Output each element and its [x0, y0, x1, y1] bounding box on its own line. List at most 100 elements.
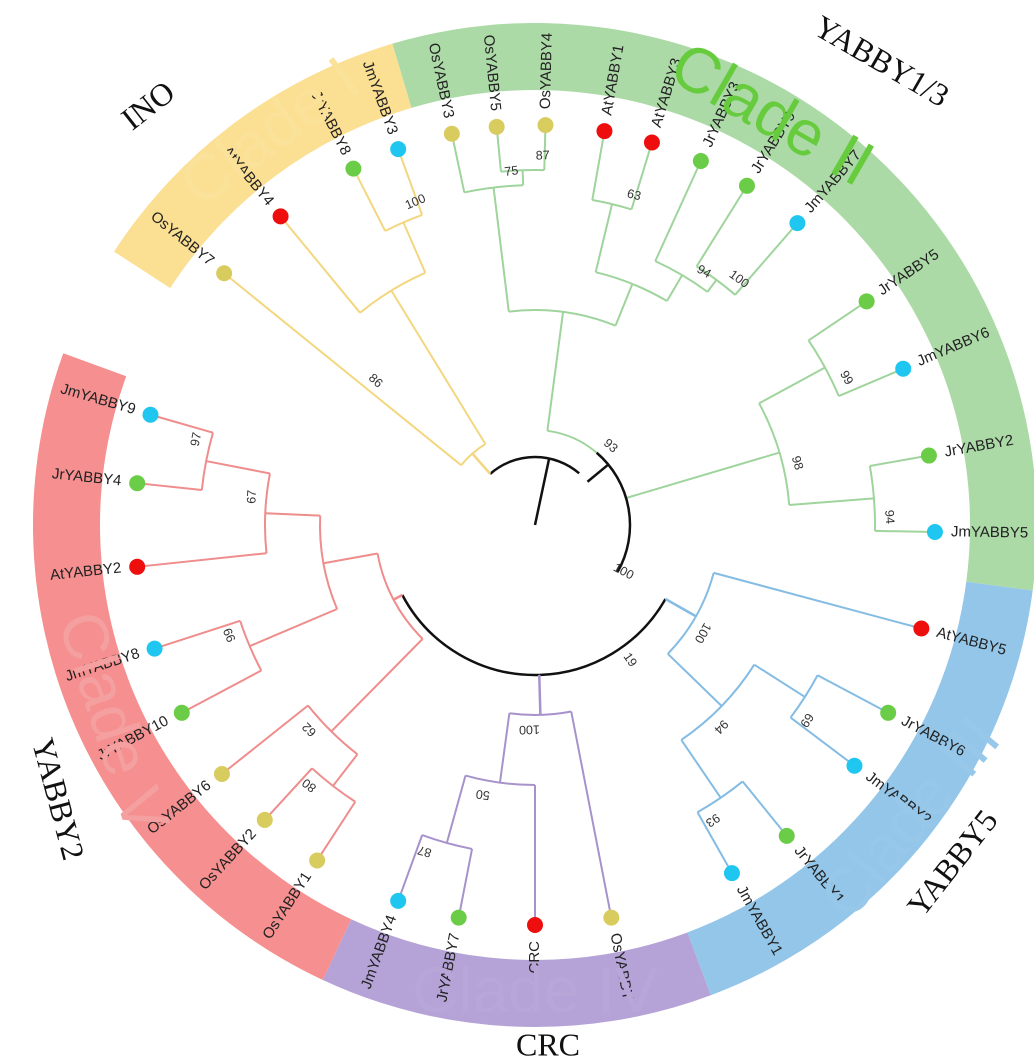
species-dot-jmyabby3: [390, 141, 407, 158]
branch: [874, 529, 935, 533]
species-dot-crc: [527, 917, 543, 933]
branch-arc: [654, 260, 709, 293]
leaf-label: JmYABBY5: [951, 523, 1029, 541]
branch: [221, 704, 309, 775]
branch: [680, 739, 722, 799]
clade-band-v: [32, 353, 352, 980]
branch: [546, 311, 565, 431]
branch: [316, 801, 357, 862]
branch: [154, 619, 241, 650]
species-dot-osyabby1: [309, 852, 326, 869]
branch-arc: [264, 473, 271, 554]
branch: [205, 460, 271, 475]
root-to-clade-iv: [538, 674, 542, 715]
branch: [402, 221, 427, 274]
species-dot-osyabby3: [443, 125, 460, 142]
root-to-clade-v: [392, 593, 403, 601]
species-dot-osyabby7: [216, 265, 233, 282]
branch: [753, 663, 806, 698]
bootstrap-label: 62: [299, 720, 319, 740]
family-label-v: YABBY2: [25, 734, 92, 864]
branch: [706, 279, 718, 293]
clade-band-iii: [687, 581, 1033, 996]
branch: [521, 170, 525, 186]
branch: [713, 571, 922, 630]
root-to-clade-i: [471, 452, 492, 475]
branch: [696, 811, 733, 874]
branch: [492, 187, 510, 312]
branch: [789, 716, 856, 767]
clade-label-iv: Clade IV: [412, 954, 658, 1026]
branch: [741, 780, 788, 837]
bootstrap-label: 67: [244, 489, 259, 504]
bootstrap-label: 80: [299, 776, 319, 796]
branch-arc: [868, 465, 876, 531]
branch: [570, 711, 613, 918]
branch: [838, 367, 904, 397]
family-label-ii: YABBY1/3: [808, 8, 955, 114]
root-arc-inner: [489, 455, 580, 475]
species-dot-jryabby5: [858, 293, 875, 310]
species-dot-atyabby2: [129, 558, 146, 575]
branch: [265, 512, 321, 517]
branch: [591, 130, 606, 201]
branch-arc: [509, 710, 572, 716]
species-dot-jmyabby5: [926, 523, 943, 540]
species-dot-atyabby4: [272, 208, 289, 225]
branch: [808, 300, 868, 342]
species-dot-jmyabby4: [390, 892, 407, 909]
bootstrap-label: 94: [694, 262, 713, 281]
species-dot-jmyabby1: [723, 865, 740, 882]
branch: [758, 366, 826, 405]
bootstrap-label-root: 19: [620, 650, 639, 669]
branch-arc: [758, 402, 791, 506]
bootstrap-label: 93: [703, 811, 722, 830]
species-dot-jmyabby6: [895, 360, 912, 377]
leaf-label: OsYABBY4: [537, 33, 556, 110]
branch: [181, 669, 262, 714]
branch: [750, 222, 799, 277]
branch-arc: [508, 309, 616, 327]
species-dot-jryabby4: [129, 475, 146, 492]
bootstrap-label: 69: [797, 711, 816, 730]
bootstrap-label: 94: [711, 717, 731, 737]
species-dot-jmyabby9: [142, 406, 159, 423]
bootstrap-label-root: 100: [611, 560, 636, 582]
species-dot-jryabby8: [345, 160, 362, 177]
branch: [352, 168, 387, 232]
branch: [223, 272, 462, 466]
bootstrap-label: 97: [188, 431, 204, 447]
bootstrap-label: 100: [727, 267, 752, 291]
branch-arc: [376, 553, 424, 640]
species-dot-jmyabby7: [789, 215, 806, 232]
branch: [654, 160, 702, 262]
bootstrap-label: 100: [403, 191, 428, 212]
branch: [137, 482, 202, 491]
branch: [323, 552, 378, 565]
branch: [734, 275, 753, 296]
branch: [869, 454, 930, 467]
bootstrap-label: 50: [475, 787, 491, 803]
species-dot-osyabby2: [256, 811, 273, 828]
branch-arc: [807, 339, 840, 397]
branch: [457, 848, 474, 918]
branch-arc: [307, 704, 359, 756]
species-dot-jryabby6: [880, 704, 897, 721]
bootstrap-label: 98: [789, 454, 806, 471]
species-dot-jmyabby2: [846, 757, 863, 774]
species-dot-osyabby5: [488, 118, 505, 135]
branch: [279, 215, 361, 314]
branch: [630, 142, 653, 210]
species-dot-jmyabby8: [146, 640, 163, 657]
leaf-label: CRC: [526, 941, 543, 974]
species-dot-atyabby5: [913, 620, 930, 637]
bootstrap-label: 75: [504, 163, 520, 179]
species-markers: [129, 117, 943, 933]
branch: [450, 133, 466, 193]
branch-arc: [595, 271, 668, 302]
branch-arc: [359, 271, 426, 314]
branch-arc: [384, 213, 423, 232]
clade-band-iv: [322, 919, 711, 1027]
branch: [390, 290, 487, 445]
branch-arc: [319, 515, 339, 610]
